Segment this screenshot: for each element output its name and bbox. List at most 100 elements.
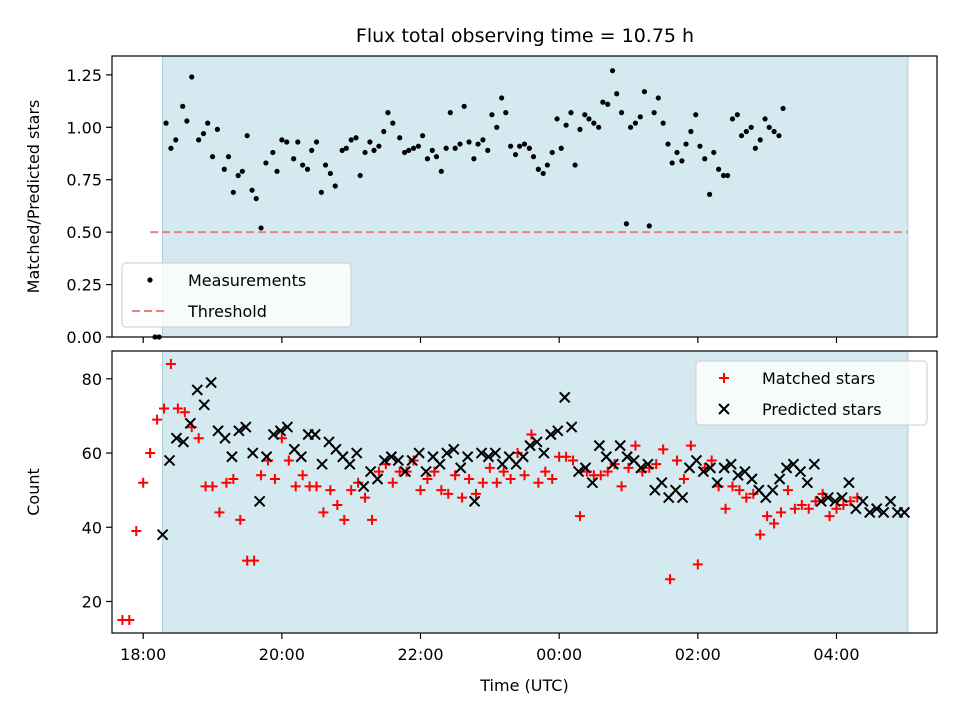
data-point (436, 485, 447, 496)
data-point (360, 492, 371, 503)
data-point (371, 147, 377, 153)
data-point (646, 223, 652, 229)
data-point (586, 477, 599, 489)
y-tick-label: 1.25 (66, 66, 102, 85)
data-point (683, 141, 689, 147)
data-point (357, 172, 363, 179)
data-point (732, 469, 744, 482)
data-point (692, 559, 703, 570)
data-point (235, 172, 241, 179)
data-point (558, 145, 564, 151)
data-point (172, 403, 183, 414)
data-point (655, 95, 661, 101)
data-point (734, 112, 740, 118)
y-tick-label: 0.75 (66, 171, 102, 190)
axes-frame (111, 350, 938, 634)
data-point (385, 110, 391, 116)
data-point (635, 462, 647, 474)
data-point (281, 421, 294, 433)
data-point (327, 170, 333, 177)
data-point (353, 135, 359, 141)
data-point (697, 465, 710, 478)
data-point (630, 440, 641, 451)
data-point (295, 139, 301, 145)
data-point (623, 462, 634, 473)
data-point (508, 143, 514, 149)
data-point (304, 166, 311, 172)
data-point (574, 511, 585, 522)
data-point (568, 455, 579, 466)
data-point (752, 145, 758, 151)
y-tick-label: 1.00 (66, 118, 102, 137)
series-measurements (152, 68, 786, 340)
x-tick-label: 04:00 (813, 645, 859, 664)
data-point (163, 454, 176, 467)
data-point (716, 166, 722, 172)
data-point (480, 137, 486, 143)
data-point (258, 225, 264, 231)
data-point (808, 458, 820, 470)
data-point (794, 465, 807, 478)
data-point (776, 133, 782, 139)
data-point (607, 458, 619, 470)
data-point (300, 162, 306, 168)
data-point (757, 137, 763, 143)
data-point (226, 451, 238, 463)
data-point (214, 126, 220, 132)
data-point (593, 439, 606, 452)
data-point (836, 491, 848, 504)
data-point (207, 481, 218, 492)
data-point (438, 168, 444, 174)
data-point (419, 133, 426, 139)
legend-marker (719, 373, 729, 383)
data-point (284, 139, 290, 145)
data-point (173, 137, 179, 143)
top-panel: 0.00 0.25 0.50 0.75 1.00 1.25 Matched/Predicte… (24, 55, 938, 347)
data-point (152, 414, 163, 425)
data-point (189, 74, 195, 80)
data-point (577, 126, 583, 132)
y-tick-label: 80 (82, 370, 102, 389)
legend: Measurements Threshold (121, 262, 352, 328)
data-point (475, 447, 488, 459)
data-point (540, 170, 546, 177)
data-point (852, 492, 863, 503)
data-point (600, 99, 606, 105)
data-point (704, 462, 717, 474)
data-point (318, 189, 324, 195)
data-point (209, 154, 216, 160)
data-point (857, 495, 869, 507)
data-point (221, 166, 227, 172)
data-point (660, 120, 666, 126)
data-point (727, 481, 738, 492)
y-tick-label: 40 (82, 518, 102, 537)
data-point (482, 451, 495, 463)
data-point (131, 525, 142, 536)
axes-frame (111, 55, 938, 338)
data-point (656, 477, 668, 489)
data-point (443, 145, 449, 151)
data-point (743, 128, 749, 135)
data-point (810, 496, 821, 507)
data-point (498, 466, 509, 477)
data-point (249, 187, 255, 193)
data-point (461, 103, 467, 109)
data-point (531, 436, 543, 448)
data-point (385, 451, 398, 463)
data-point (771, 128, 777, 135)
data-point (884, 495, 897, 507)
data-point (561, 451, 572, 462)
data-point (725, 458, 737, 470)
data-point (295, 451, 307, 463)
data-point (780, 105, 786, 112)
data-point (256, 470, 267, 481)
data-point (371, 473, 384, 485)
data-point (339, 514, 350, 525)
data-point (540, 466, 551, 477)
data-point (530, 154, 537, 160)
data-point (346, 485, 357, 496)
data-point (591, 120, 597, 126)
data-point (533, 477, 544, 488)
data-point (196, 137, 202, 143)
